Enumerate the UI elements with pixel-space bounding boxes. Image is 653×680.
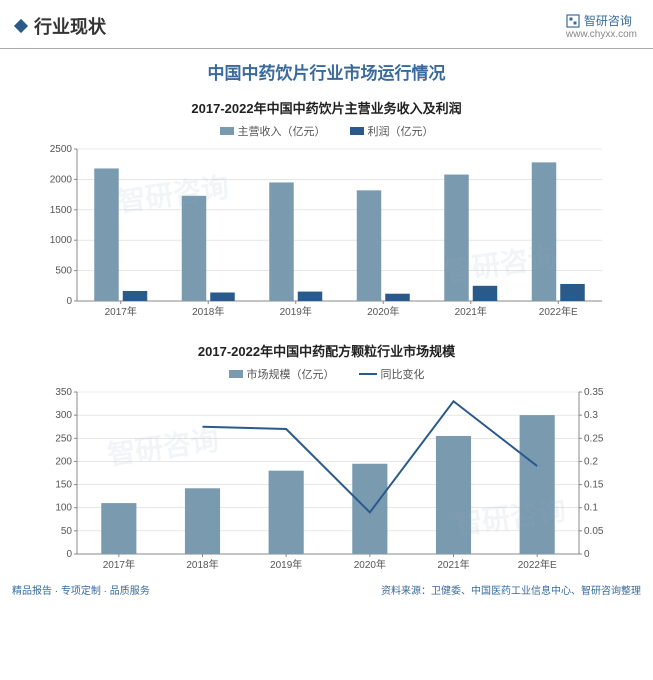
svg-text:2017年: 2017年 xyxy=(102,558,134,571)
diamond-icon xyxy=(14,19,28,33)
svg-text:0.15: 0.15 xyxy=(584,480,604,491)
svg-text:0.25: 0.25 xyxy=(584,433,604,444)
footer: 精品报告 · 专项定制 · 品质服务 资料来源：卫健委、中国医药工业信息中心、智… xyxy=(0,576,653,603)
footer-right-text: 资料来源：卫健委、中国医药工业信息中心、智研咨询整理 xyxy=(381,582,641,597)
svg-text:100: 100 xyxy=(55,503,72,514)
svg-text:2021年: 2021年 xyxy=(454,305,486,318)
svg-text:2020年: 2020年 xyxy=(367,305,399,318)
chart1-subtitle: 2017-2022年中国中药饮片主营业务收入及利润 xyxy=(0,98,653,117)
svg-text:150: 150 xyxy=(55,480,72,491)
legend-label: 利润（亿元） xyxy=(368,123,434,139)
svg-text:500: 500 xyxy=(55,266,72,277)
svg-text:0.3: 0.3 xyxy=(584,410,598,421)
svg-text:300: 300 xyxy=(55,410,72,421)
legend-label: 同比变化 xyxy=(381,366,425,382)
footer-left-text: 精品报告 · 专项定制 · 品质服务 xyxy=(12,582,150,597)
svg-text:2022年E: 2022年E xyxy=(538,305,577,318)
header-divider xyxy=(0,48,653,49)
legend-line-icon xyxy=(359,373,377,375)
chart2-legend: 市场规模（亿元） 同比变化 xyxy=(0,366,653,382)
header-left: 行业现状 status xyxy=(16,13,106,39)
brand-row: 智研咨询 xyxy=(566,12,637,29)
svg-text:350: 350 xyxy=(55,387,72,398)
svg-text:0.05: 0.05 xyxy=(584,526,604,537)
legend-item: 市场规模（亿元） xyxy=(229,366,335,382)
svg-text:2500: 2500 xyxy=(49,144,72,155)
legend-swatch-icon xyxy=(350,127,364,135)
svg-text:2020年: 2020年 xyxy=(353,558,385,571)
main-title: 中国中药饮片行业市场运行情况 xyxy=(0,59,653,84)
chart1-plot: 0 500 1000 1500 2000 2500 2017年 2018年 2019年 2020年… xyxy=(37,143,617,323)
svg-text:1000: 1000 xyxy=(49,235,72,246)
chart2-subtitle: 2017-2022年中国中药配方颗粒行业市场规模 xyxy=(0,341,653,360)
svg-text:2021年: 2021年 xyxy=(437,558,469,571)
svg-text:0: 0 xyxy=(584,549,590,560)
svg-text:2017年: 2017年 xyxy=(104,305,136,318)
svg-text:2022年E: 2022年E xyxy=(517,558,556,571)
brand-text: 智研咨询 xyxy=(584,12,632,29)
legend-item: 主营收入（亿元） xyxy=(220,123,326,139)
brand-logo-icon xyxy=(566,14,580,28)
legend-swatch-icon xyxy=(229,370,243,378)
section-title: 行业现状 status xyxy=(34,13,106,39)
legend-item: 利润（亿元） xyxy=(350,123,434,139)
svg-text:2018年: 2018年 xyxy=(186,558,218,571)
svg-text:0.2: 0.2 xyxy=(584,456,598,467)
legend-swatch-icon xyxy=(220,127,234,135)
svg-text:50: 50 xyxy=(60,526,72,537)
chart2-plot: 0 50 100 150 200 250 300 350 0 0.05 0.1 0.15 0.2 0.25… xyxy=(37,386,617,576)
header: 行业现状 status 智研咨询 www.chyxx.com xyxy=(0,0,653,48)
svg-text:1500: 1500 xyxy=(49,205,72,216)
svg-text:2019年: 2019年 xyxy=(270,558,302,571)
chart1-legend: 主营收入（亿元） 利润（亿元） xyxy=(0,123,653,139)
svg-text:250: 250 xyxy=(55,433,72,444)
legend-label: 市场规模（亿元） xyxy=(247,366,335,382)
svg-text:0: 0 xyxy=(66,296,72,307)
page-container: 行业现状 status 智研咨询 www.chyxx.com 中国中药饮片行业市… xyxy=(0,0,653,680)
section-label-text: 行业现状 xyxy=(34,17,106,37)
svg-text:2019年: 2019年 xyxy=(279,305,311,318)
svg-text:0.35: 0.35 xyxy=(584,387,604,398)
legend-label: 主营收入（亿元） xyxy=(238,123,326,139)
svg-text:2000: 2000 xyxy=(49,174,72,185)
header-right: 智研咨询 www.chyxx.com xyxy=(566,12,637,40)
svg-text:200: 200 xyxy=(55,456,72,467)
legend-item: 同比变化 xyxy=(359,366,425,382)
brand-url: www.chyxx.com xyxy=(566,29,637,40)
svg-text:0: 0 xyxy=(66,549,72,560)
svg-text:0.1: 0.1 xyxy=(584,503,598,514)
svg-text:2018年: 2018年 xyxy=(192,305,224,318)
